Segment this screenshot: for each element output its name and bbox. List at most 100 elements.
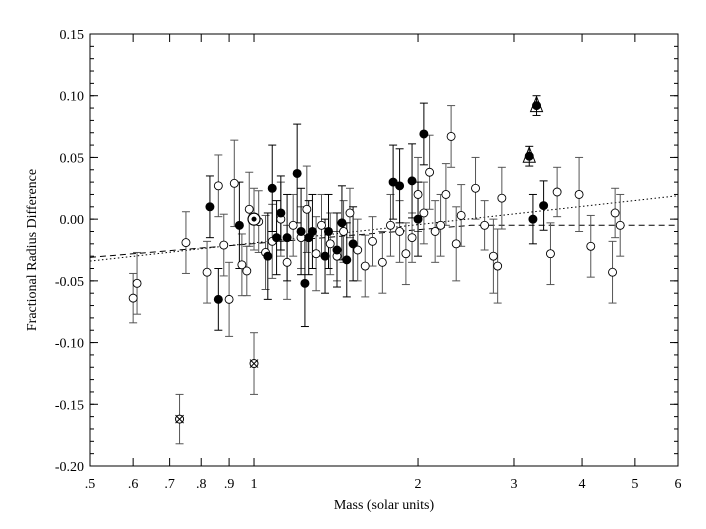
filled-circle-point <box>272 233 282 243</box>
open-circle-point <box>339 227 349 236</box>
cross-mark <box>249 359 259 368</box>
open-circle-point <box>360 261 370 271</box>
open-circle-point <box>446 131 456 141</box>
open-circle-point <box>451 239 461 249</box>
open-circle-point <box>615 220 625 230</box>
filled-circle-point <box>292 168 302 178</box>
open-circle-point <box>608 267 617 277</box>
filled-circle-point <box>320 251 330 261</box>
cross-mark <box>175 414 184 424</box>
open-circle-point <box>436 220 446 230</box>
bullseye-center <box>251 216 257 222</box>
open-circle-point <box>368 236 377 246</box>
open-circle-point <box>413 190 423 199</box>
y-tick-label: -0.15 <box>55 398 84 413</box>
open-circle-point <box>441 190 451 199</box>
filled-circle-point <box>395 181 405 191</box>
open-circle-point <box>229 178 239 188</box>
y-tick-label: 0.10 <box>60 90 85 105</box>
open-circle-point <box>471 183 480 193</box>
open-circle-point <box>419 208 429 218</box>
open-triangle-point <box>522 145 536 163</box>
filled-circle-point <box>276 208 286 218</box>
open-circle-point <box>311 249 321 259</box>
open-circle-point <box>242 266 252 276</box>
open-circle-point <box>610 208 620 218</box>
filled-circle-point <box>234 220 244 230</box>
x-tick-label: 1 <box>251 477 258 492</box>
open-circle-point <box>395 227 405 236</box>
open-circle-point <box>425 167 435 177</box>
filled-circle-point <box>282 233 292 243</box>
open-circle-point <box>325 239 335 249</box>
y-tick-label: -0.05 <box>55 275 84 290</box>
y-tick-label: -0.10 <box>55 337 84 352</box>
open-circle-point <box>377 257 387 267</box>
filled-circle-point <box>263 251 273 261</box>
dashed-trend-line <box>89 224 678 258</box>
x-tick-label: 2 <box>415 477 422 492</box>
open-circle-point <box>353 245 363 255</box>
open-circle-point <box>497 193 507 203</box>
y-axis-ticks: 0.15 0.10 0.05 0.00 -0.05 -0.10 -0.15 -0.20 <box>55 28 678 475</box>
open-circle-point <box>288 220 298 230</box>
y-tick-label: 0.00 <box>60 213 85 228</box>
filled-circle-point <box>337 218 347 228</box>
trend-lines <box>89 195 679 262</box>
filled-circle-point <box>296 226 306 236</box>
filled-circle-point <box>528 214 538 224</box>
filled-circle-point <box>539 201 549 211</box>
x-tick-label: 4 <box>579 477 586 492</box>
x-tick-label: 3 <box>510 477 517 492</box>
open-circle-point <box>181 238 191 248</box>
open-circle-point <box>386 220 395 230</box>
filled-circle-point <box>213 294 223 304</box>
filled-circle-point <box>332 245 342 255</box>
x-axis-ticks: .5 .6 .7 .8 .9 1 2 3 4 5 6 <box>85 34 682 492</box>
open-circle-point <box>345 208 355 218</box>
filled-circle-point <box>307 226 317 236</box>
filled-circle-point <box>419 129 429 139</box>
x-tick-label: .9 <box>224 477 235 492</box>
open-circle-point <box>552 187 562 197</box>
open-circle-point <box>493 261 503 271</box>
x-tick-label: .8 <box>196 477 207 492</box>
filled-circle-point <box>342 255 352 265</box>
dotted-trend-line <box>89 195 679 262</box>
filled-circle-point <box>300 278 310 288</box>
x-tick-label: 5 <box>631 477 638 492</box>
open-circle-point <box>202 267 212 277</box>
y-tick-label: 0.05 <box>60 151 85 166</box>
plot-frame <box>89 33 679 467</box>
open-circle-point <box>317 220 326 230</box>
open-circle-point <box>430 227 440 236</box>
filled-circle-point <box>267 183 277 193</box>
y-tick-label: -0.20 <box>55 460 84 475</box>
filled-circle-point <box>324 226 334 236</box>
x-tick-label: 6 <box>675 477 682 492</box>
x-tick-label: .6 <box>128 477 139 492</box>
open-circle-point <box>244 204 254 214</box>
open-circle-point <box>282 257 292 267</box>
open-circle-point <box>213 181 223 191</box>
x-axis-label: Mass (solar units) <box>334 498 435 513</box>
x-tick-label: .7 <box>164 477 175 492</box>
filled-circle-point <box>407 176 417 186</box>
filled-circle-point <box>348 239 358 249</box>
open-circle-point <box>132 278 142 288</box>
open-circle-point <box>224 294 234 304</box>
open-circle-point <box>546 249 555 259</box>
open-circle-point <box>456 210 466 220</box>
open-circle-point <box>302 204 312 214</box>
open-circle-point <box>574 190 584 199</box>
x-tick-label: .5 <box>85 477 96 492</box>
open-circle-point <box>237 260 247 270</box>
y-tick-label: 0.15 <box>60 28 85 43</box>
filled-circle-point <box>413 214 423 224</box>
open-circle-point <box>488 251 498 261</box>
open-circle-point <box>480 220 490 230</box>
y-axis-label: Fractional Radius Difference <box>25 169 40 331</box>
open-triangle-point <box>529 95 544 113</box>
filled-circle-point <box>205 202 215 212</box>
